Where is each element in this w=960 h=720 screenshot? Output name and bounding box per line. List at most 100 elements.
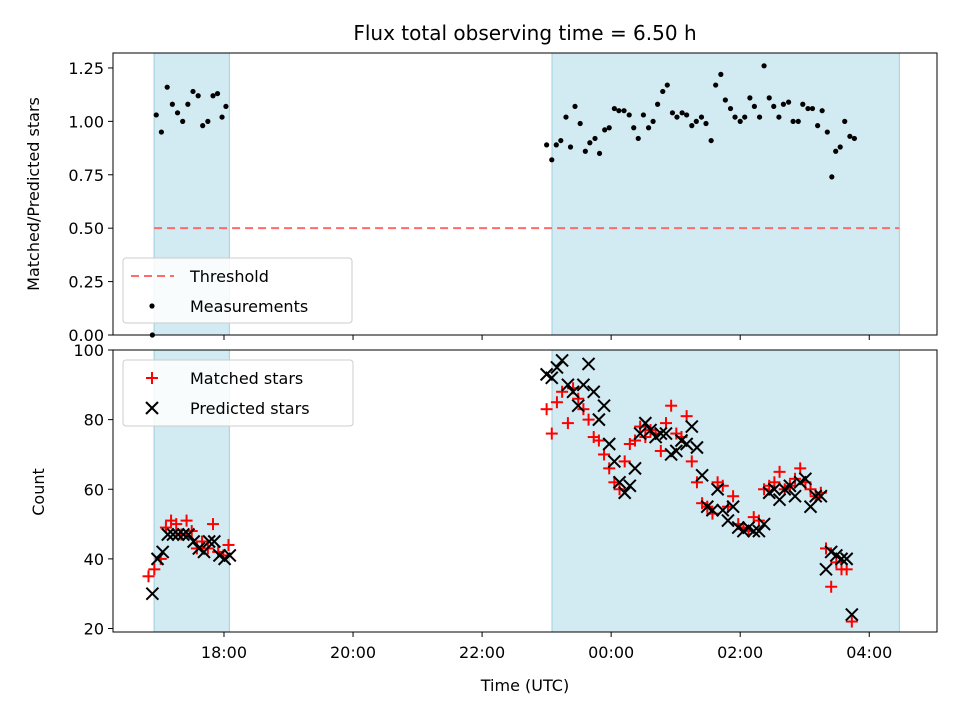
measurement-point [164, 84, 170, 90]
measurement-point [756, 114, 763, 120]
measurement-point [751, 103, 757, 110]
x-tick-label: 04:00 [846, 643, 892, 662]
measurement-point [616, 108, 622, 114]
ratio-panel: 0.00 0.25 0.50 0.75 1.00 1.25 Matched/Predict… [24, 52, 938, 345]
measurement-point [737, 118, 743, 124]
ratio-y-axis-label: Matched/Predicted stars [24, 97, 43, 291]
measurement-point [669, 110, 676, 116]
predicted-star-point [181, 527, 196, 542]
count-y-axis-label: Count [29, 468, 48, 516]
predicted-star-point [803, 499, 818, 514]
ratio-x-ticks [223, 335, 870, 340]
y-tick-label: 0.00 [68, 326, 104, 345]
predicted-star-point [223, 548, 237, 563]
measurement-point [592, 135, 598, 142]
measurement-point [223, 103, 229, 110]
predicted-star-point [176, 527, 191, 542]
measurement-point [563, 114, 569, 120]
matched-star-point [572, 392, 585, 405]
matched-star-point [639, 431, 652, 444]
matched-star-point [556, 385, 569, 398]
predicted-star-point [814, 489, 828, 503]
measurement-point [650, 118, 656, 124]
predicted-star-point [798, 472, 813, 486]
predicted-star-point [197, 545, 211, 559]
x-tick-label: 02:00 [717, 643, 763, 662]
matched-star-point [545, 427, 558, 440]
ratio-legend-box [122, 257, 353, 324]
measurement-point [640, 112, 647, 118]
y-tick-label: 1.00 [68, 112, 104, 131]
matched-star-point [603, 462, 616, 475]
measurement-point [567, 144, 574, 150]
measurement-point [572, 103, 578, 110]
count-legend: Matched stars Predicted stars [122, 359, 354, 427]
measurement-point [626, 112, 632, 118]
predicted-star-point [202, 534, 216, 549]
predicted-star-point [566, 385, 580, 399]
legend-measurement-swatch [149, 303, 155, 309]
measurement-point [815, 123, 821, 129]
predicted-star-point [788, 489, 802, 503]
count-y-ticks: 20 40 60 80 100 [73, 341, 113, 639]
y-tick-label: 1.25 [68, 59, 104, 78]
measurement-point [679, 110, 685, 116]
x-axis-label: Time (UTC) [480, 676, 569, 695]
measurement-point [776, 114, 782, 120]
measurement-point [829, 174, 835, 180]
y-tick-label: 40 [84, 550, 104, 569]
ratio-legend: Threshold Measurements [122, 257, 353, 324]
predicted-star-point [171, 527, 185, 542]
matched-star-point [727, 490, 740, 503]
measurement-point [780, 101, 787, 107]
y-tick-label: 100 [73, 341, 104, 360]
predicted-star-point [654, 426, 668, 441]
measurement-point [842, 118, 848, 124]
predicted-star-point [808, 489, 823, 503]
legend-matched-label: Matched stars [190, 369, 303, 388]
predicted-star-point [207, 534, 222, 549]
matched-star-point [207, 518, 220, 531]
y-tick-label: 0.25 [68, 273, 104, 292]
measurement-point [582, 148, 588, 154]
predicted-star-point [607, 454, 622, 469]
measurement-point [158, 129, 164, 135]
predicted-star-point [685, 419, 699, 434]
predicted-star-point [545, 371, 559, 385]
matched-star-point [629, 434, 642, 447]
predicted-star-point [767, 482, 782, 496]
matched-star-point [582, 413, 595, 426]
measurement-point [689, 123, 695, 129]
predicted-star-point [612, 475, 627, 490]
measurement-point [602, 127, 608, 133]
measurement-point [785, 99, 792, 105]
measurement-point [766, 95, 772, 101]
count-points [142, 353, 859, 628]
matched-star-point [613, 483, 626, 496]
measurement-point [606, 125, 612, 131]
matched-star-point [845, 615, 858, 628]
predicted-star-point [638, 416, 653, 430]
observing-window-2 [551, 349, 900, 633]
y-tick-label: 0.75 [68, 166, 104, 185]
legend-threshold-label: Threshold [189, 267, 269, 286]
predicted-star-point [587, 385, 601, 399]
measurement-point [577, 120, 583, 127]
measurement-point [611, 105, 617, 112]
measurement-point [703, 120, 709, 127]
x-tick-label: 20:00 [330, 643, 376, 662]
measurement-point [732, 114, 738, 120]
predicted-star-point [834, 552, 849, 566]
predicted-star-point [145, 586, 160, 601]
y-tick-label: 0.50 [68, 219, 104, 238]
measurement-point [153, 112, 159, 118]
count-x-ticks: 18:00 20:00 22:00 00:00 02:00 04:00 [201, 632, 892, 662]
predicted-star-point [845, 607, 859, 622]
matched-star-point [550, 396, 563, 409]
predicted-star-point [571, 398, 585, 413]
matched-star-point [540, 403, 553, 416]
predicted-star-point [617, 486, 632, 500]
measurement-point [587, 140, 593, 146]
chart-title: Flux total observing time = 6.50 h [353, 21, 696, 45]
measurement-point [553, 142, 559, 148]
